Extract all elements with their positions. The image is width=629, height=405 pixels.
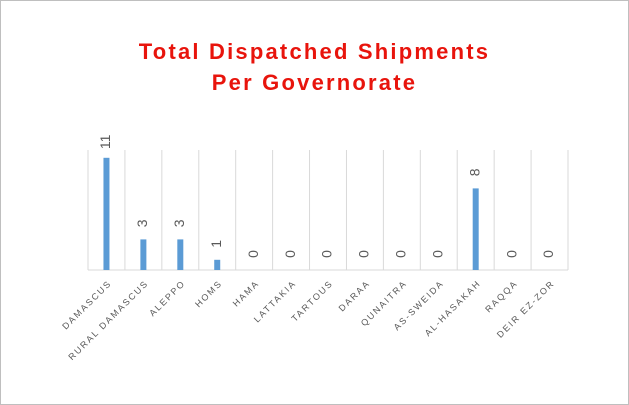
bar [103,157,110,270]
value-label: 0 [540,250,556,258]
value-label: 11 [97,134,113,149]
value-label: 0 [282,250,298,258]
value-label: 3 [171,219,187,227]
value-label: 0 [319,250,335,258]
bar [214,259,221,270]
bar [472,188,479,270]
title-box: Total Dispatched Shipments Per Governora… [0,36,629,98]
x-tick-label: HAMA [231,278,262,309]
x-tick-label: RAQQA [483,278,519,314]
x-tick-label: DARAA [337,278,372,313]
x-tick-label: RURAL DAMASCUS [66,278,150,362]
value-label: 1 [208,240,224,248]
value-label: 0 [503,250,519,258]
value-label: 0 [356,250,372,258]
chart-title: Total Dispatched Shipments Per Governora… [138,39,491,95]
bar [177,239,184,270]
value-label: 0 [429,250,445,258]
value-label: 0 [393,250,409,258]
value-label: 0 [245,250,261,258]
bar [140,239,147,270]
x-tick-label: HOMS [193,278,224,309]
x-tick-label: ALEPPO [147,278,187,318]
value-label: 3 [134,219,150,227]
value-label: 8 [466,168,482,176]
